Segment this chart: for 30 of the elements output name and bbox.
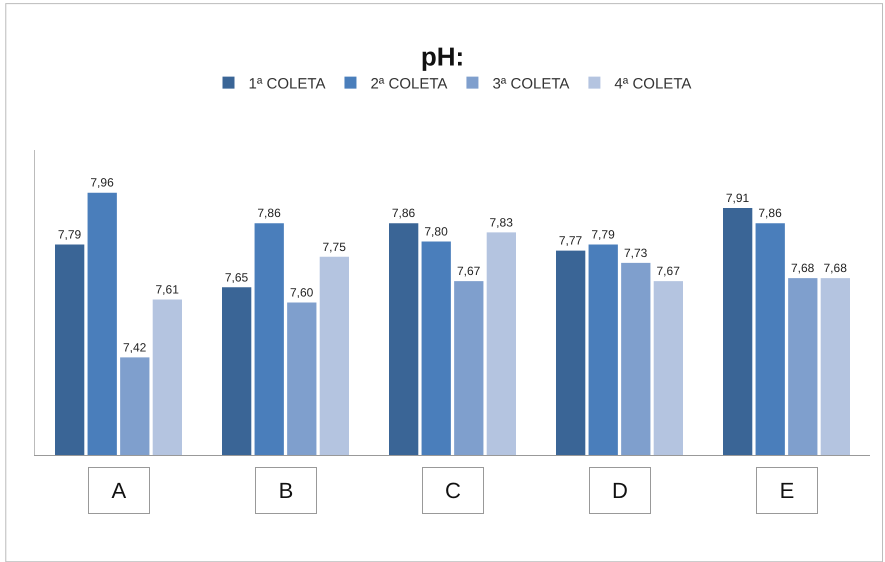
data-label: 7,91 (726, 190, 750, 205)
chart-title: pH: (420, 41, 464, 72)
data-label: 7,67 (456, 264, 481, 278)
legend-label: 4ª COLETA (614, 76, 692, 92)
data-label: 7,86 (257, 206, 282, 220)
data-label: 7,83 (490, 215, 514, 230)
x-tick-label: D (612, 478, 628, 503)
x-tick-label: C (445, 478, 461, 503)
legend-label: 1ª COLETA (248, 76, 326, 92)
data-label: 7,68 (824, 261, 848, 276)
data-label: 7,68 (790, 261, 815, 276)
legend-label: 3ª COLETA (492, 76, 570, 92)
data-label: 7,96 (90, 176, 114, 190)
data-label: 7,86 (758, 206, 782, 220)
data-label: 7,73 (624, 246, 648, 260)
data-label: 7,86 (392, 206, 416, 220)
data-label: 7,61 (156, 282, 180, 296)
data-label: 7,79 (591, 228, 616, 242)
x-tick-label: B (278, 478, 294, 503)
data-label: 7,65 (224, 270, 248, 284)
data-label: 7,67 (656, 264, 680, 278)
legend-label: 2ª COLETA (370, 76, 448, 92)
x-tick-label: A (112, 478, 126, 503)
data-label: 7,60 (290, 286, 314, 300)
x-tick-label: E (780, 478, 794, 503)
data-label: 7,77 (558, 234, 582, 248)
data-label: 7,79 (58, 228, 82, 242)
data-label: 7,75 (322, 240, 346, 254)
data-label: 7,80 (424, 224, 448, 238)
data-label: 7,42 (122, 340, 147, 354)
